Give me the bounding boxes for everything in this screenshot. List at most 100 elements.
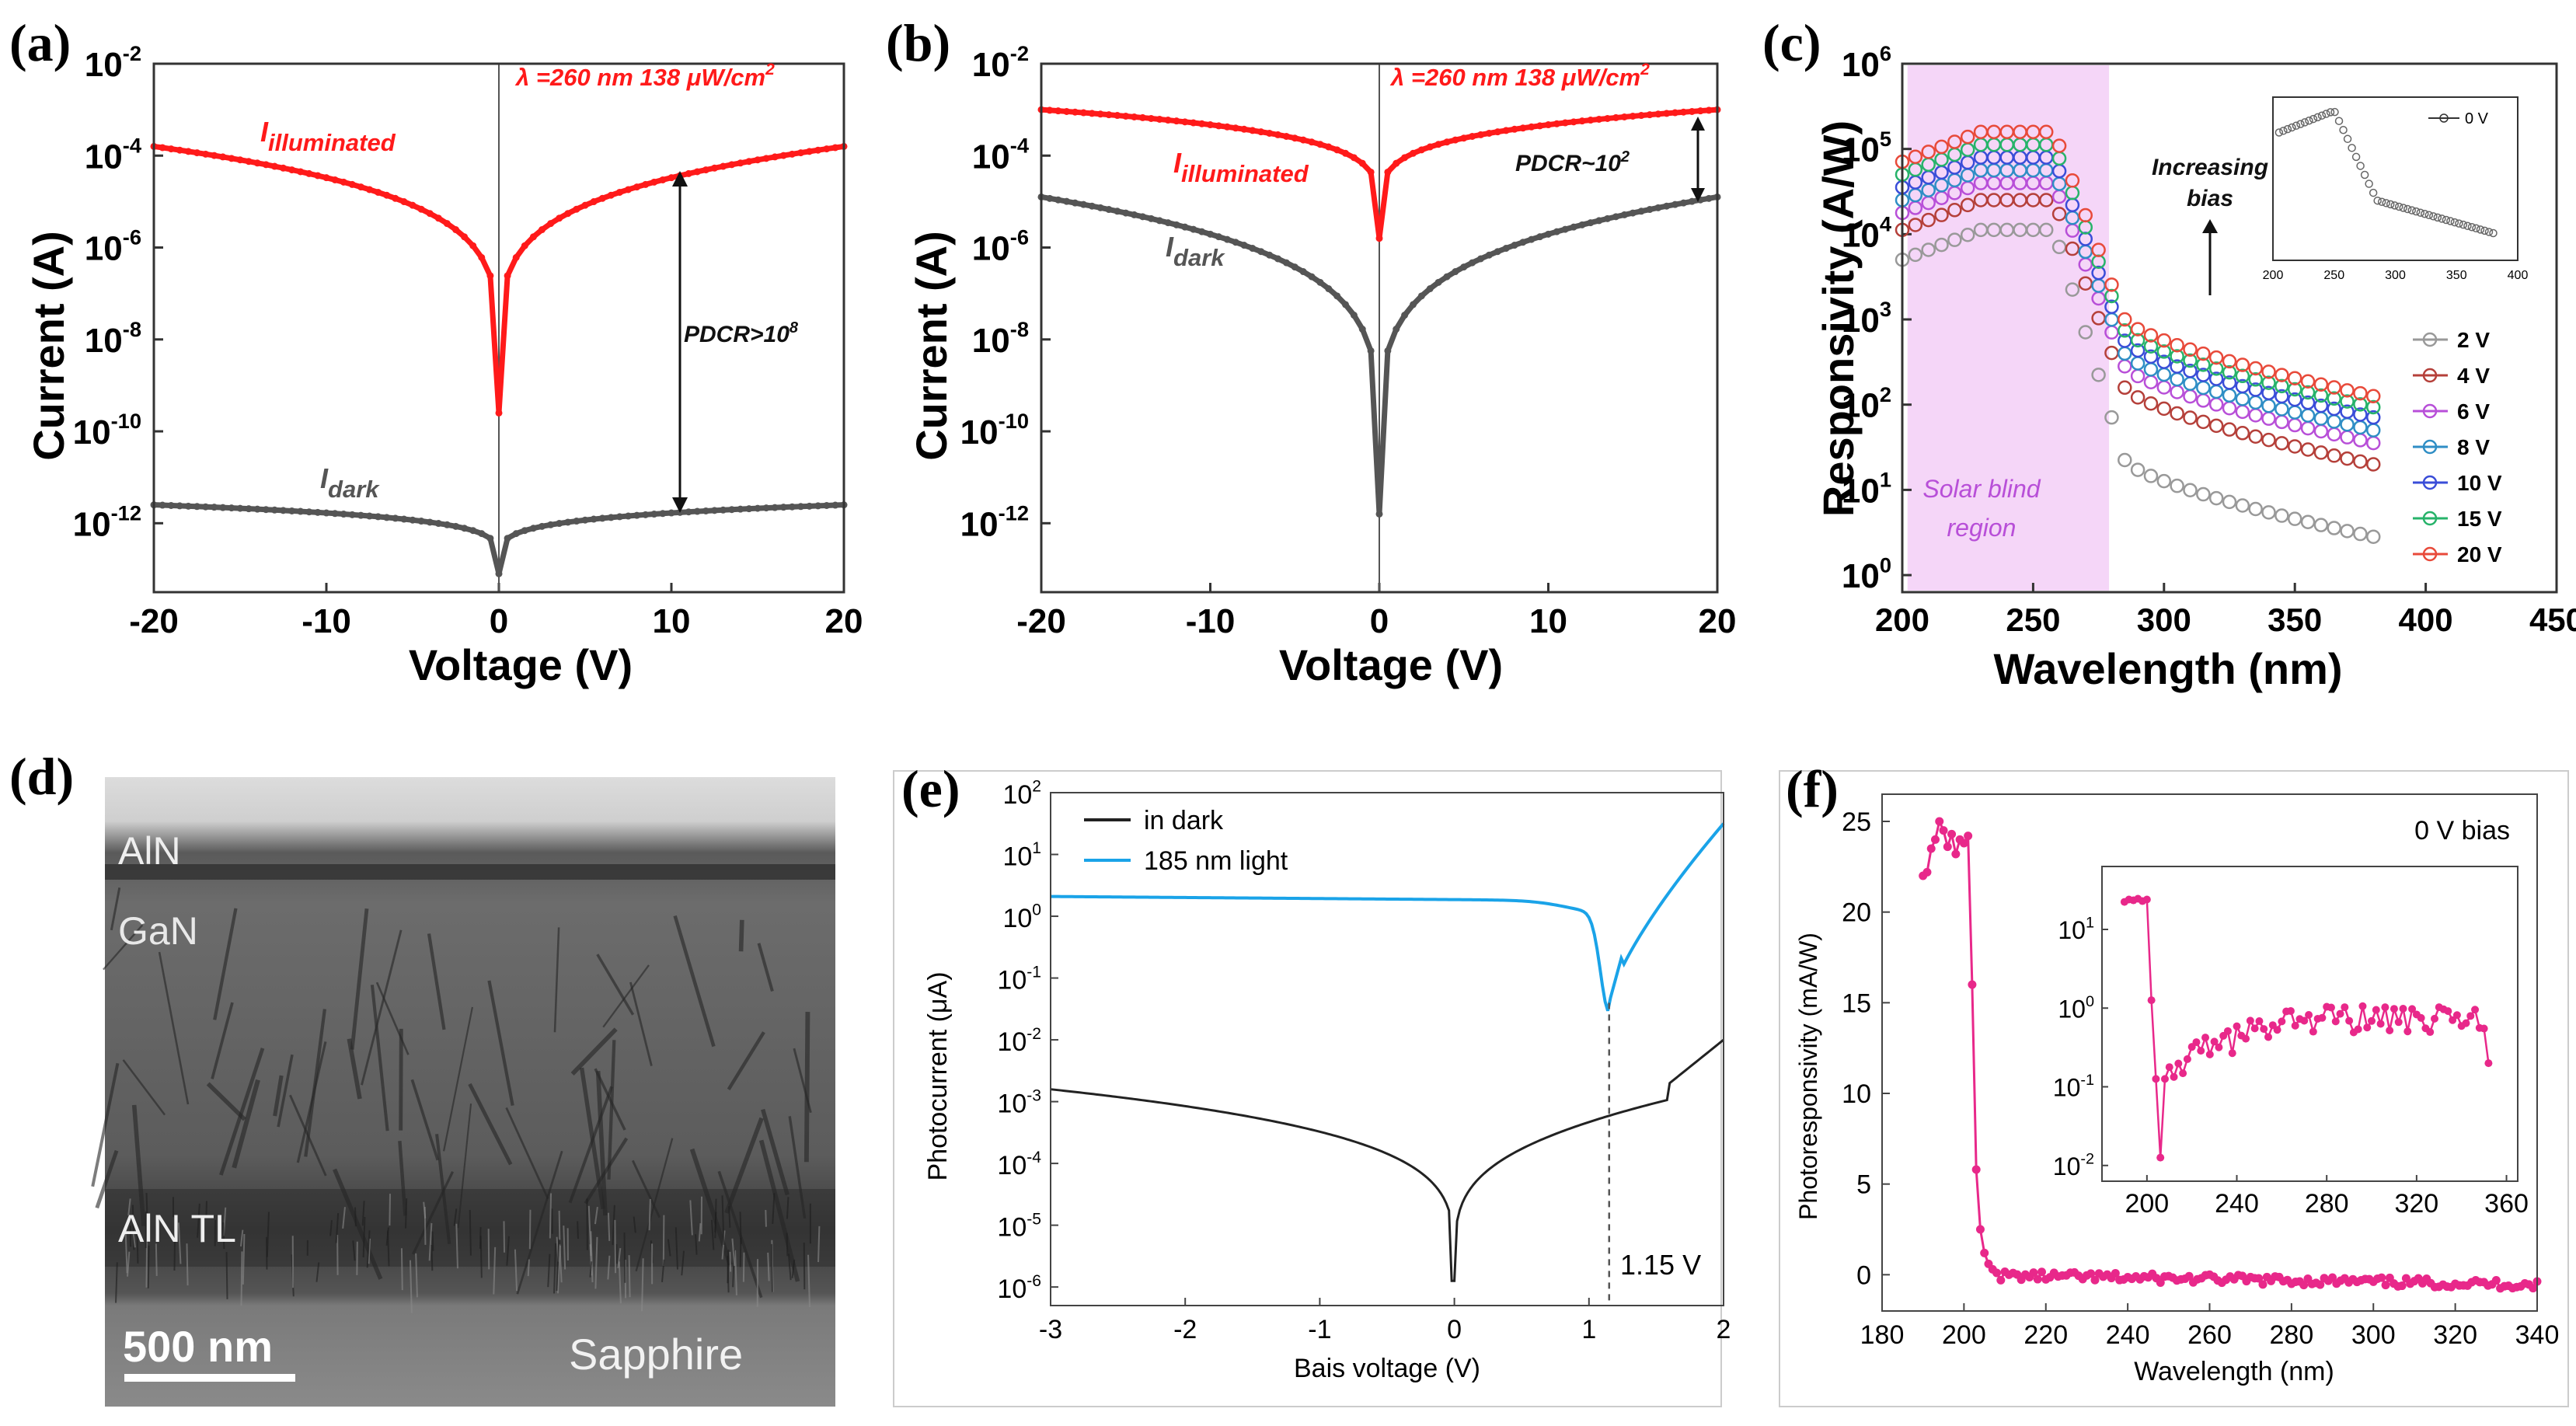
data-point xyxy=(2104,288,2119,304)
data-point xyxy=(685,169,692,177)
data-point xyxy=(2353,397,2368,412)
data-point xyxy=(1325,143,1333,151)
data-point xyxy=(2313,388,2329,403)
inset-data-point xyxy=(2399,1005,2407,1013)
xtick-label: 240 xyxy=(2106,1320,2150,1350)
data-point xyxy=(314,508,322,516)
data-point xyxy=(1604,214,1612,222)
data-point xyxy=(762,504,770,512)
inset-data-point xyxy=(2424,211,2434,220)
inset-xtick-label: 200 xyxy=(2263,269,2284,282)
ytick-label: 105 xyxy=(1842,127,1891,169)
dislocation xyxy=(457,1103,472,1229)
inset-data-point xyxy=(2296,120,2305,128)
panel-d-label: (d) xyxy=(9,747,74,806)
ytick-label: 25 xyxy=(1842,807,1871,837)
data-point xyxy=(2130,333,2146,348)
inset-ytick-label: 10-2 xyxy=(2053,1150,2094,1180)
data-point xyxy=(2316,1280,2325,1289)
data-point xyxy=(1393,326,1400,333)
data-point xyxy=(2183,342,2198,357)
inset-data-point xyxy=(2471,1006,2480,1014)
panel-f-ytick-labels: 0 5 10 15 20 25 xyxy=(1842,807,1871,1290)
data-point xyxy=(452,522,459,530)
inset-data-point xyxy=(2369,188,2378,197)
data-point xyxy=(1358,159,1366,167)
data-point xyxy=(1266,129,1274,137)
data-point xyxy=(366,512,373,520)
tl-column xyxy=(514,1249,518,1292)
inset-data-point xyxy=(2381,1003,2390,1012)
inset-data-point xyxy=(2476,225,2485,234)
tl-column xyxy=(765,1209,767,1227)
dislocation xyxy=(442,1006,474,1152)
legend-marker xyxy=(2422,475,2438,490)
data-point xyxy=(1417,146,1425,154)
data-point xyxy=(1964,832,1973,841)
data-point xyxy=(2287,405,2302,420)
tl-column xyxy=(352,1240,356,1261)
data-point xyxy=(236,504,244,512)
panel-e-ylabel: Photocurrent (μA) xyxy=(923,971,953,1180)
data-point xyxy=(823,145,831,153)
data-point xyxy=(1046,106,1054,114)
dislocation xyxy=(412,1171,455,1255)
data-point xyxy=(2118,452,2132,468)
data-point xyxy=(762,155,770,162)
series-10-v xyxy=(1895,150,2381,425)
data-point xyxy=(1595,217,1603,225)
dislocation xyxy=(211,1002,234,1079)
tl-column xyxy=(689,1200,693,1236)
data-point xyxy=(1947,203,1962,218)
data-point xyxy=(2078,325,2093,340)
inset-data-point xyxy=(2179,1069,2187,1078)
data-point xyxy=(495,409,503,417)
panel-b-ylabel: Current (A) xyxy=(907,231,956,461)
data-point xyxy=(1587,117,1595,124)
inset-data-point xyxy=(2309,114,2318,124)
data-point xyxy=(2340,451,2355,466)
inset-data-point xyxy=(2394,1018,2403,1027)
data-point xyxy=(1375,235,1383,242)
inset-data-point xyxy=(2421,209,2429,218)
inset-data-point xyxy=(2309,1027,2317,1036)
data-point xyxy=(615,513,623,521)
data-point xyxy=(2222,388,2237,403)
inset-data-point xyxy=(2286,1006,2295,1015)
tl-column xyxy=(556,1238,560,1292)
data-point xyxy=(1935,817,1944,826)
data-point xyxy=(1629,209,1637,217)
data-point xyxy=(2222,354,2237,369)
data-point xyxy=(322,509,330,517)
panel-a-ytick-labels: 10-12 10-10 10-8 10-6 10-4 10-2 xyxy=(73,41,142,543)
inset-data-point xyxy=(2412,207,2421,216)
data-point xyxy=(2274,414,2289,430)
legend-marker xyxy=(2422,511,2438,526)
data-point xyxy=(2248,372,2263,387)
legend-label: 8 V xyxy=(2457,435,2490,459)
tl-column xyxy=(487,1229,490,1270)
data-point xyxy=(754,156,762,164)
inset-data-point xyxy=(2426,1028,2435,1037)
panel-a-label: (a) xyxy=(9,13,71,72)
data-point xyxy=(745,505,753,513)
data-point xyxy=(685,508,692,516)
data-point xyxy=(1215,233,1222,241)
data-point xyxy=(2261,398,2276,413)
data-point xyxy=(2183,410,2198,425)
xtick-label: 340 xyxy=(2515,1320,2560,1350)
data-point xyxy=(184,148,192,155)
data-point xyxy=(1921,212,1936,228)
ytick-label: 0 xyxy=(1856,1260,1871,1290)
tl-column xyxy=(553,1243,557,1294)
tl-column xyxy=(661,1259,665,1282)
data-point xyxy=(469,242,477,249)
data-point xyxy=(1156,217,1163,225)
series-i-dark xyxy=(150,501,848,577)
data-point xyxy=(211,152,218,159)
ytick-label: 10-12 xyxy=(73,501,141,544)
panel-b-xlabel: Voltage (V) xyxy=(1279,640,1503,689)
data-point xyxy=(779,504,787,511)
inset-legend-marker xyxy=(2439,113,2449,123)
data-point xyxy=(2104,277,2119,292)
